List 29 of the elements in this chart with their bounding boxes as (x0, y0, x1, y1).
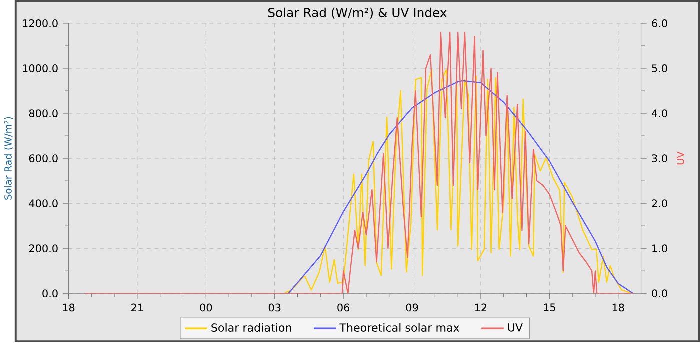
y-tick-label: 400.0 (29, 200, 58, 208)
y2-tick-label: 2.0 (652, 200, 668, 208)
y-tick-label: 800.0 (29, 110, 58, 118)
y2-axis-title: UV (677, 152, 684, 165)
y-tick-label: 200.0 (29, 244, 58, 253)
y2-tick-label: 6.0 (652, 20, 668, 28)
x-tick-label: 21 (132, 304, 144, 312)
x-tick-label: 18 (63, 304, 75, 312)
legend-label: Theoretical solar max (340, 324, 460, 332)
y2-tick-label: 1.0 (652, 244, 668, 253)
y-tick-label: 600.0 (29, 154, 58, 163)
x-tick-label: 18 (612, 304, 624, 312)
y2-tick-label: 3.0 (652, 154, 668, 163)
chart-title: Solar Rad (W/m²) & UV Index (268, 8, 447, 20)
y2-tick-label: 0.0 (652, 290, 668, 298)
legend-label: Solar radiation (212, 324, 292, 332)
y2-tick-label: 4.0 (652, 110, 668, 118)
y-tick-label: 1000.0 (23, 64, 58, 73)
x-tick-label: 12 (475, 304, 487, 312)
y-tick-label: 0.0 (42, 290, 58, 298)
y2-tick-label: 5.0 (652, 64, 668, 73)
y-tick-label: 1200.0 (23, 20, 58, 28)
x-tick-label: 09 (406, 304, 418, 312)
y-axis-title: Solar Rad (W/m²) (4, 118, 14, 200)
legend-label: UV (508, 324, 523, 332)
x-tick-label: 06 (338, 304, 350, 312)
x-tick-label: 03 (268, 304, 281, 312)
x-tick-label: 00 (200, 304, 212, 312)
x-tick-label: 15 (544, 304, 556, 312)
